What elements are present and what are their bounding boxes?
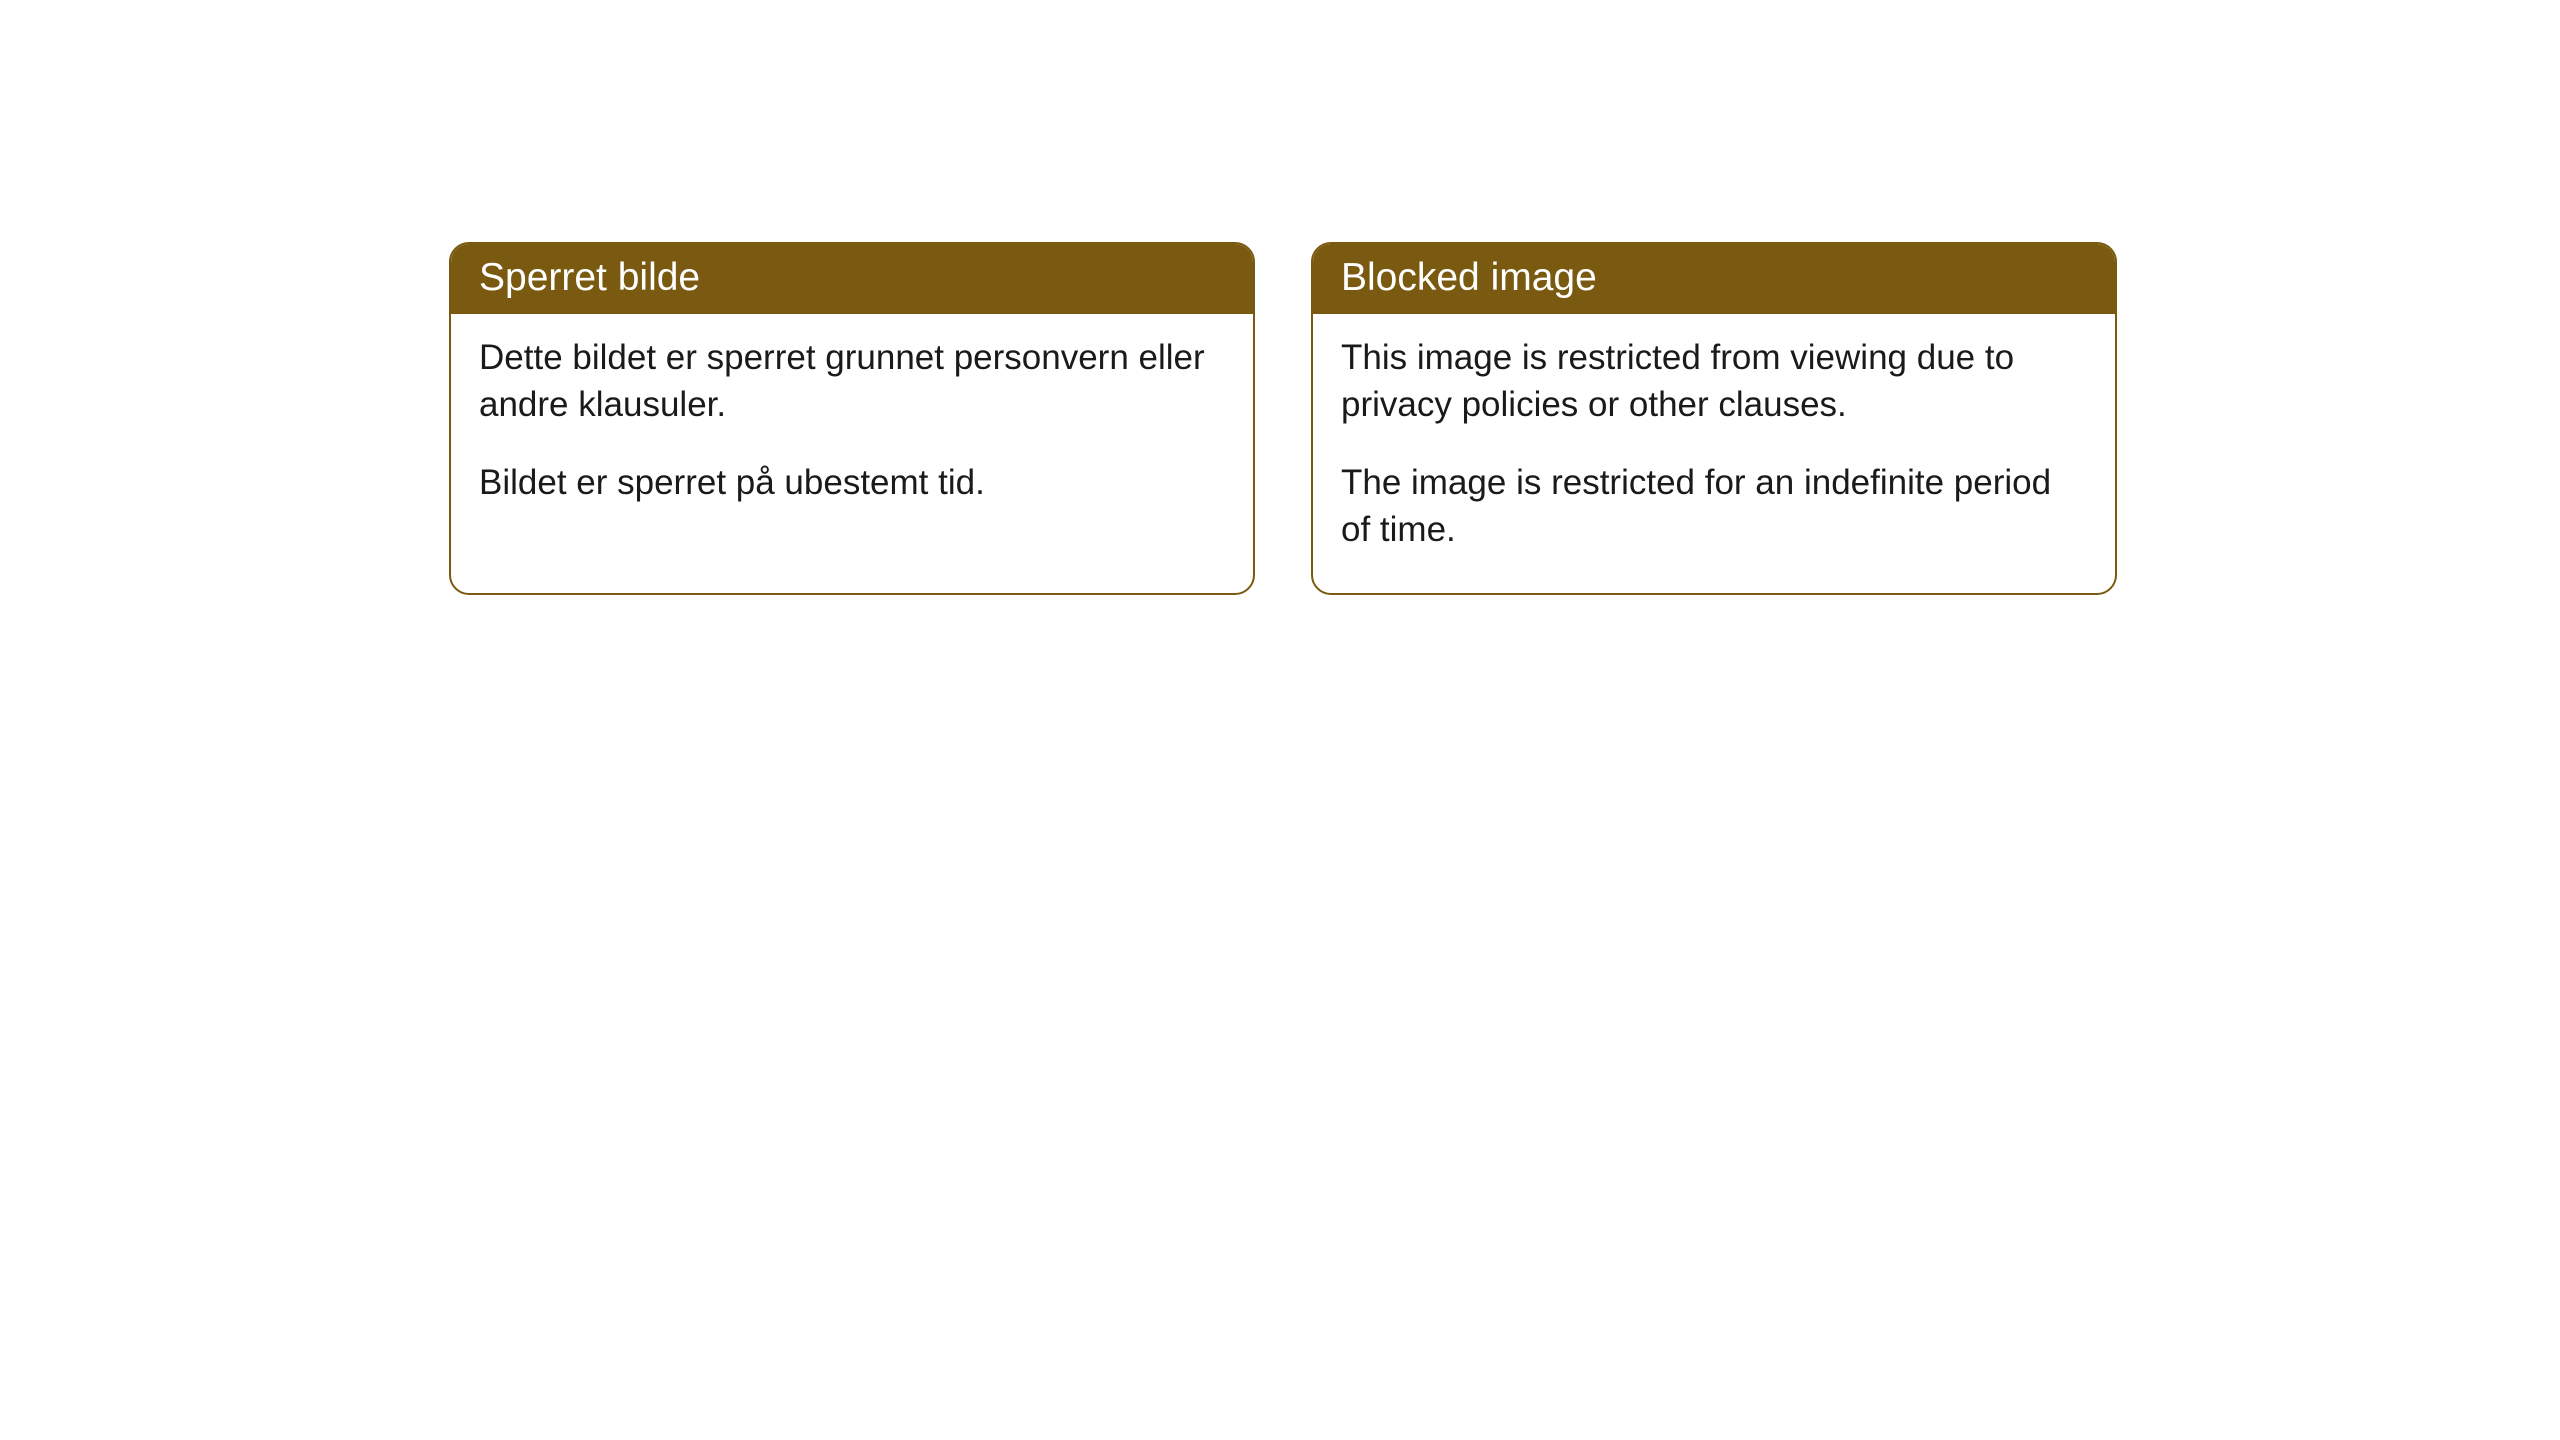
card-paragraph-1: Dette bildet er sperret grunnet personve… <box>479 334 1225 429</box>
card-paragraph-2: The image is restricted for an indefinit… <box>1341 459 2087 554</box>
card-body: This image is restricted from viewing du… <box>1313 314 2115 593</box>
notice-cards-container: Sperret bilde Dette bildet er sperret gr… <box>449 242 2117 595</box>
card-body: Dette bildet er sperret grunnet personve… <box>451 314 1253 546</box>
card-title: Blocked image <box>1341 256 1597 299</box>
blocked-image-card-norwegian: Sperret bilde Dette bildet er sperret gr… <box>449 242 1255 595</box>
card-paragraph-2: Bildet er sperret på ubestemt tid. <box>479 459 1225 506</box>
card-title: Sperret bilde <box>479 256 700 299</box>
blocked-image-card-english: Blocked image This image is restricted f… <box>1311 242 2117 595</box>
card-header: Sperret bilde <box>451 244 1253 314</box>
card-header: Blocked image <box>1313 244 2115 314</box>
card-paragraph-1: This image is restricted from viewing du… <box>1341 334 2087 429</box>
